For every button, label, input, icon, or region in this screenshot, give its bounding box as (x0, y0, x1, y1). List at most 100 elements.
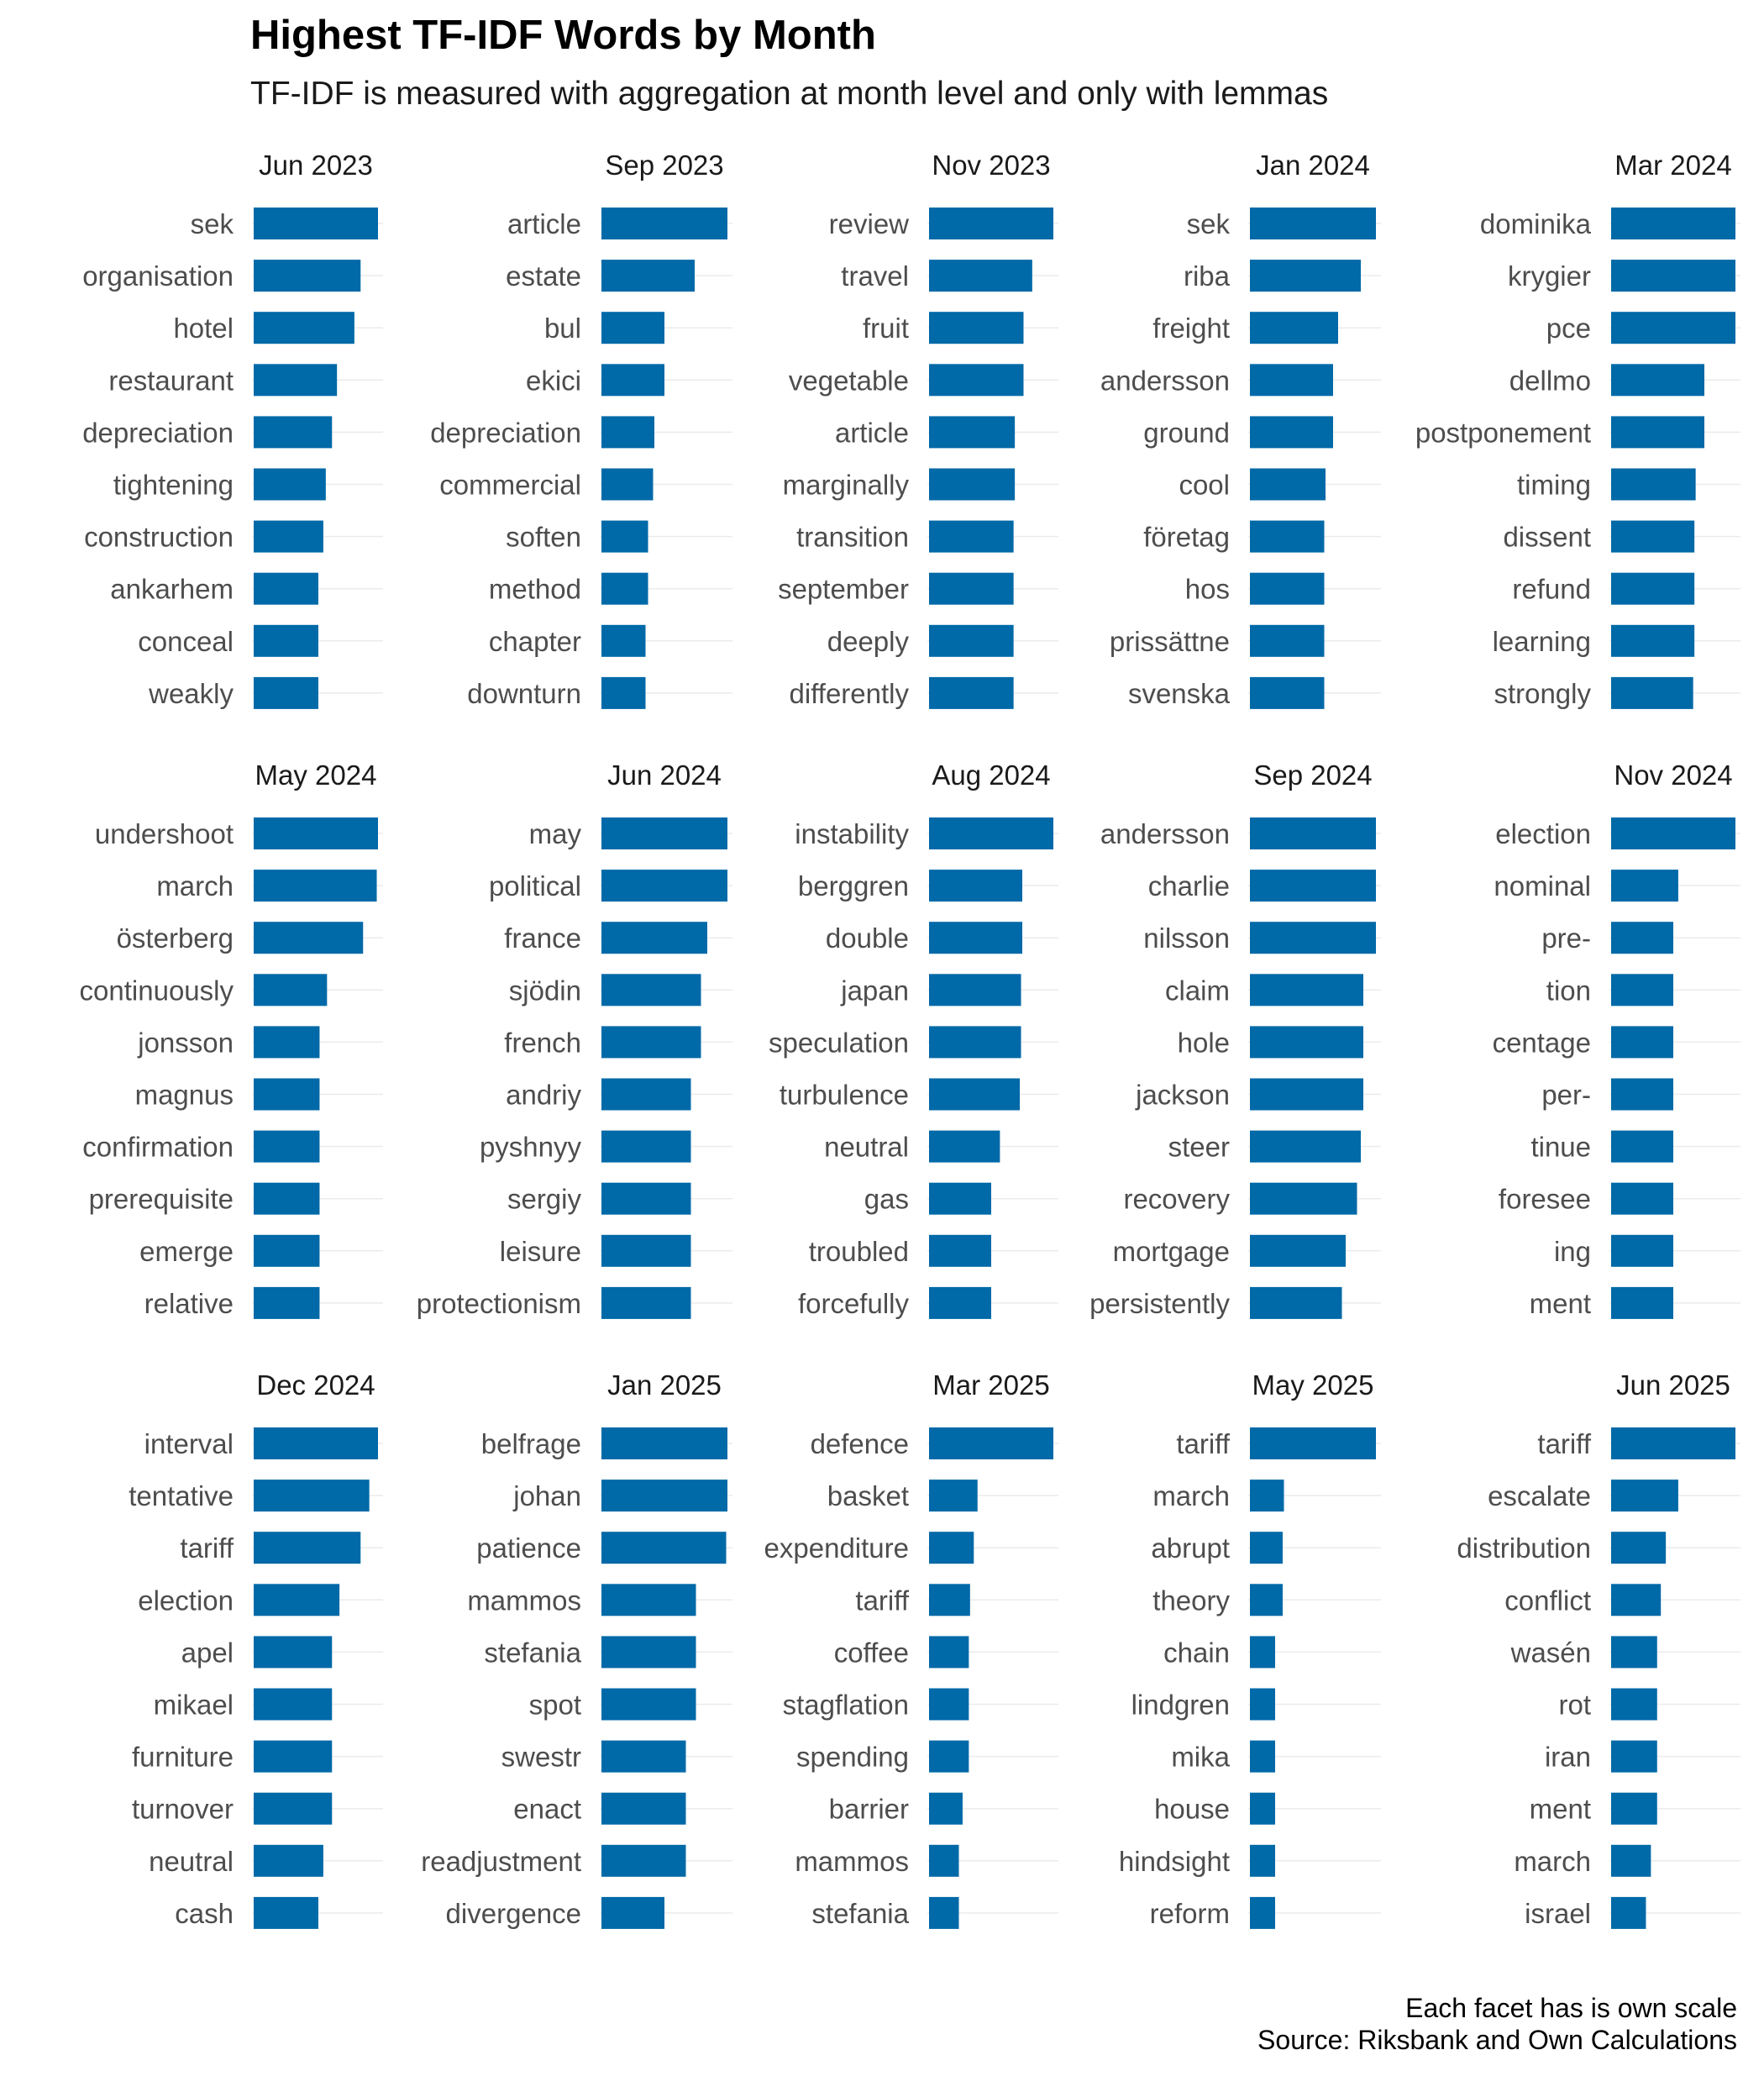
bar-aug-2024-speculation (929, 1026, 1021, 1059)
word-label: pre- (1541, 922, 1591, 954)
word-label: hotel (173, 313, 234, 344)
word-label: election (138, 1585, 234, 1616)
word-label: double (826, 922, 909, 954)
bar-jan-2024-riba (1250, 260, 1361, 292)
word-label: escalate (1488, 1480, 1591, 1511)
word-label: rot (1558, 1690, 1591, 1721)
bar-dec-2024-interval (254, 1427, 378, 1459)
bar-sep-2024-steer (1250, 1130, 1361, 1163)
word-label: mammos (795, 1846, 909, 1877)
bar-jun-2024-may (601, 817, 727, 849)
bar-jan-2025-johan (601, 1480, 727, 1512)
bar-mar-2025-expenditure (929, 1532, 974, 1564)
facet-jan-2025: Jan 2025 belfrage johan patience mammos stefa… (421, 1369, 732, 1929)
bar-dec-2024-neutral (254, 1844, 323, 1877)
bar-jun-2023-sek (254, 208, 378, 239)
bar-nov-2023-travel (929, 260, 1032, 292)
bar-nov-2023-marginally (929, 468, 1016, 501)
facet-strip-label: Jan 2025 (607, 1369, 722, 1401)
facet-strip-label: Sep 2024 (1253, 760, 1372, 791)
word-label: magnus (135, 1080, 234, 1111)
bar-sep-2024-charlie (1250, 870, 1376, 902)
bar-jun-2023-depreciation (254, 416, 333, 449)
word-label: sek (1187, 208, 1231, 239)
bar-jun-2025-distribution (1611, 1532, 1667, 1564)
facet-strip-label: Jun 2023 (259, 150, 373, 181)
bar-mar-2025-barrier (929, 1792, 963, 1825)
word-label: ground (1143, 417, 1230, 448)
bar-jan-2024-priss-ttne (1250, 624, 1325, 657)
word-label: construction (84, 522, 234, 553)
bar-sep-2024-hole (1250, 1026, 1363, 1059)
bar-jun-2024-french (601, 1026, 701, 1059)
word-label: apel (181, 1637, 234, 1668)
bar-mar-2024-pce (1611, 312, 1735, 344)
word-label: israel (1525, 1898, 1591, 1929)
word-label: centage (1493, 1027, 1591, 1058)
word-label: pce (1546, 313, 1591, 344)
bar-may-2025-march (1250, 1480, 1284, 1512)
word-label: neutral (149, 1846, 234, 1877)
bar-nov-2023-transition (929, 520, 1014, 553)
word-label: belfrage (481, 1428, 581, 1459)
facet-jan-2024: Jan 2024 sek riba freight andersson ground coo… (1100, 150, 1381, 709)
bar-sep-2024-mortgage (1250, 1234, 1346, 1267)
bar-sep-2023-method (601, 572, 648, 605)
word-label: distribution (1457, 1532, 1591, 1564)
word-label: march (156, 870, 234, 901)
bar-may-2025-lindgren (1250, 1688, 1275, 1721)
bar-mar-2025-coffee (929, 1636, 969, 1669)
bar-jan-2024-freight (1250, 312, 1338, 344)
word-label: charlie (1148, 870, 1230, 901)
word-label: nilsson (1143, 922, 1230, 954)
word-label: readjustment (421, 1846, 581, 1877)
chart-subtitle: TF-IDF is measured with aggregation at m… (250, 76, 1329, 112)
word-label: ment (1530, 1288, 1591, 1319)
facet-strip-label: Mar 2024 (1614, 150, 1731, 181)
word-label: estate (506, 260, 581, 292)
bar-may-2024-undershoot (254, 817, 378, 849)
word-label: house (1154, 1794, 1230, 1825)
bar-sep-2024-andersson (1250, 817, 1376, 849)
facet-mar-2024: Mar 2024 dominika krygier pce dellmo postpone… (1415, 150, 1740, 709)
word-label: method (489, 574, 581, 605)
word-label: svenska (1128, 678, 1231, 709)
bar-may-2025-tariff (1250, 1427, 1376, 1459)
word-label: review (829, 208, 910, 239)
word-label: företag (1143, 522, 1230, 553)
bar-may-2024-magnus (254, 1078, 320, 1111)
word-label: french (504, 1027, 581, 1058)
word-label: expenditure (764, 1532, 909, 1564)
bar-nov-2023-fruit (929, 312, 1024, 344)
bar-jun-2023-construction (254, 520, 323, 553)
bar-jun-2025-israel (1611, 1896, 1646, 1929)
word-label: chain (1163, 1637, 1230, 1668)
bar-jan-2024-f-retag (1250, 520, 1325, 553)
bar-sep-2023-estate (601, 260, 695, 292)
word-label: sjödin (509, 975, 581, 1006)
bar-may-2024-prerequisite (254, 1182, 320, 1215)
word-label: barrier (829, 1794, 909, 1825)
bar-jun-2025-escalate (1611, 1480, 1678, 1512)
word-label: tentative (129, 1480, 234, 1511)
word-label: wasén (1510, 1637, 1591, 1668)
bar-may-2025-reform (1250, 1896, 1275, 1929)
bar-may-2025-abrupt (1250, 1532, 1283, 1564)
word-label: reform (1150, 1898, 1230, 1929)
bar-nov-2023-differently (929, 676, 1014, 709)
word-label: lindgren (1131, 1690, 1230, 1721)
word-label: undershoot (95, 818, 234, 849)
bar-sep-2023-soften (601, 520, 648, 553)
word-label: divergence (446, 1898, 581, 1929)
bar-mar-2025-tariff (929, 1584, 970, 1616)
facet-strip-label: Nov 2023 (932, 150, 1050, 181)
bar-dec-2024-cash (254, 1896, 318, 1929)
word-label: september (778, 574, 909, 605)
word-label: österberg (117, 922, 234, 954)
bar-aug-2024-berggren (929, 870, 1022, 902)
word-label: tion (1546, 975, 1591, 1006)
word-label: deeply (827, 626, 910, 657)
word-label: turbulence (780, 1080, 909, 1111)
bar-dec-2024-furniture (254, 1740, 333, 1773)
bar-dec-2024-turnover (254, 1792, 333, 1825)
